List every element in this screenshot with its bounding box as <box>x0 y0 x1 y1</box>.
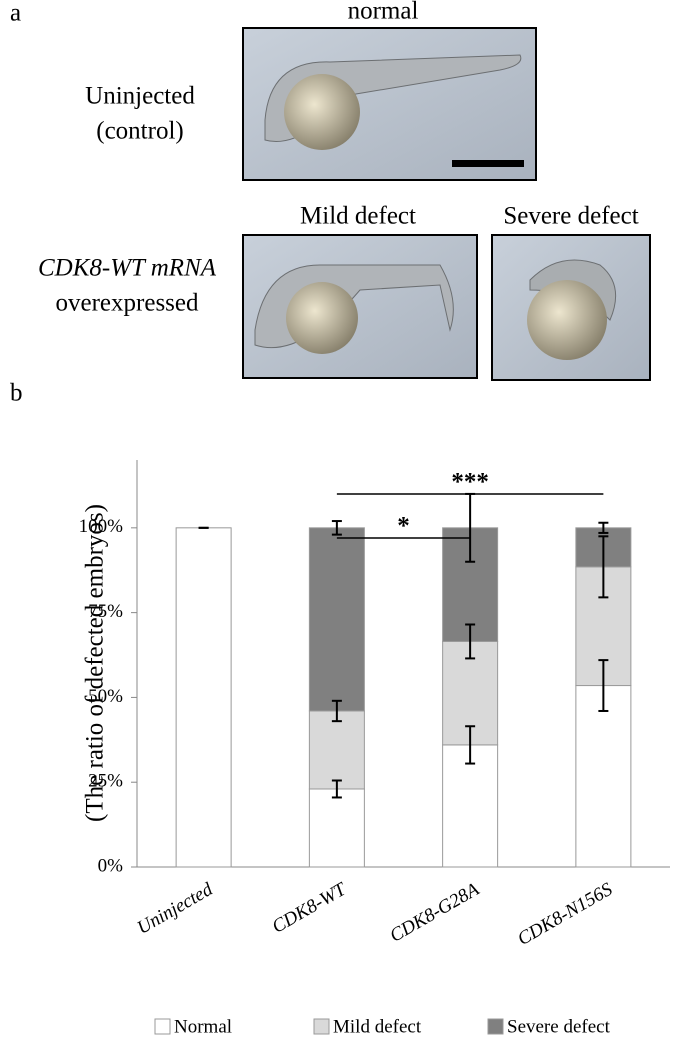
y-tick-label: 25% <box>88 771 123 792</box>
panel-label: b <box>10 380 23 407</box>
legend-label: Mild defect <box>333 1016 422 1037</box>
y-axis-label: (The ratio of defected embryos) <box>82 504 109 822</box>
row-label: (control) <box>96 118 183 145</box>
x-tick-label: CDK8-N156S <box>514 879 616 950</box>
y-tick-label: 50% <box>88 686 123 707</box>
embryo-image <box>242 234 478 379</box>
error-bar <box>331 520 342 536</box>
error-bar <box>598 535 609 599</box>
bar-segment <box>308 527 365 712</box>
y-tick-label: 75% <box>88 601 123 622</box>
error-bar <box>598 521 609 534</box>
bar-segment <box>175 527 232 868</box>
y-tick-label: 0% <box>98 855 124 876</box>
image-title: Mild defect <box>300 203 416 230</box>
legend-label: Severe defect <box>507 1016 611 1037</box>
bar-segment <box>308 710 365 790</box>
error-bar <box>598 659 609 712</box>
x-tick-label: CDK8-G28A <box>386 879 483 947</box>
embryo-image <box>491 234 651 381</box>
x-tick-label: CDK8-WT <box>269 878 351 938</box>
error-bar <box>331 779 342 799</box>
image-title: normal <box>348 0 419 25</box>
error-bar <box>331 699 342 723</box>
x-tick-label: Uninjected <box>134 879 217 939</box>
error-bar <box>465 725 476 765</box>
row-label: Uninjected <box>85 83 195 110</box>
error-bar <box>465 623 476 660</box>
significance-mark: *** <box>451 469 489 496</box>
legend-swatch <box>313 1018 330 1035</box>
panel-label: a <box>10 0 21 27</box>
legend-swatch <box>154 1018 171 1035</box>
significance-mark: * <box>397 513 410 540</box>
bar-segment <box>308 788 365 868</box>
bar-segment <box>575 685 632 868</box>
legend-label: Normal <box>174 1016 232 1037</box>
legend-swatch <box>487 1018 504 1035</box>
y-tick-label: 100% <box>79 516 124 537</box>
embryo-image <box>242 27 537 181</box>
image-title: Severe defect <box>503 203 638 230</box>
row-label: overexpressed <box>56 290 199 317</box>
row-label: CDK8-WT mRNA <box>38 255 217 282</box>
